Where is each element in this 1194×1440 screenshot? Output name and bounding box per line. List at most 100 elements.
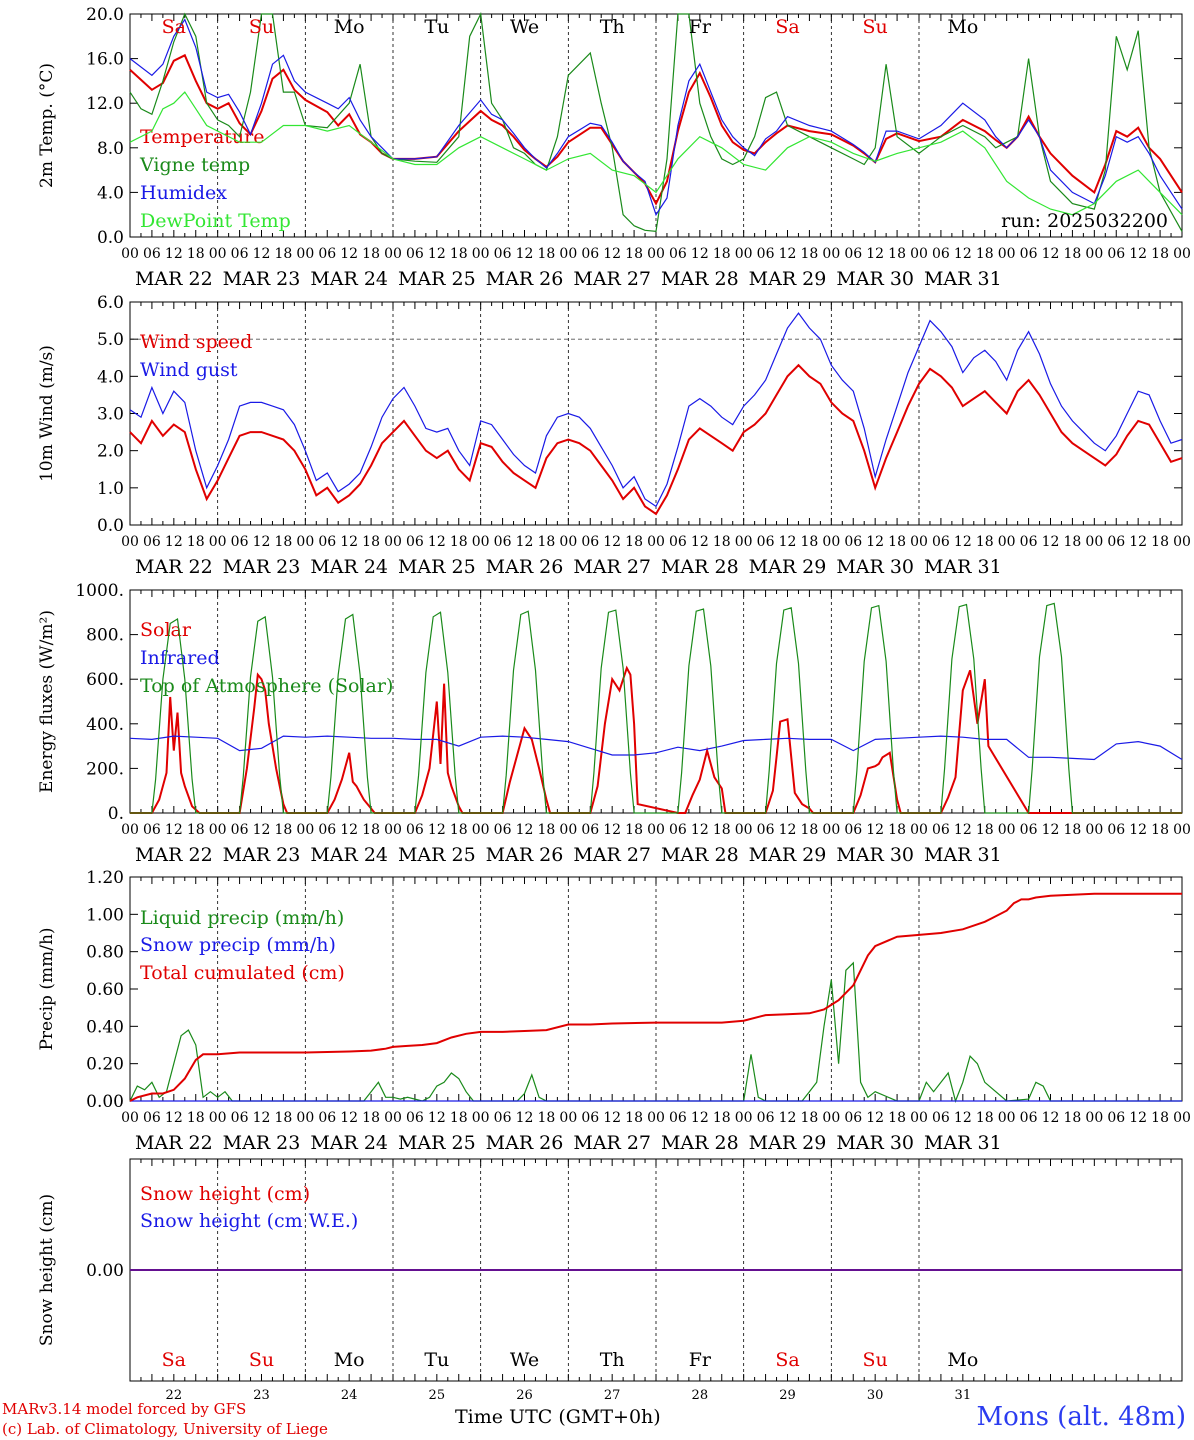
hour-tick-label: 06 (669, 246, 687, 262)
hour-tick-label: 00 (472, 246, 490, 262)
hour-tick-label: 12 (603, 822, 621, 838)
date-label: MAR 31 (924, 1132, 1002, 1154)
hour-tick-label: 18 (1151, 246, 1169, 262)
panel-frame (129, 589, 1183, 814)
y-tick-label: 1000. (75, 581, 124, 601)
hour-tick-label: 00 (559, 246, 577, 262)
hour-tick-label: 12 (253, 1110, 271, 1126)
day-number-label: 26 (516, 1388, 533, 1403)
y-tick-label: 2.0 (97, 442, 124, 462)
legend-entry: Humidex (140, 182, 227, 204)
hour-tick-label: 00 (647, 246, 665, 262)
hour-tick-label: 00 (209, 822, 227, 838)
hour-tick-label: 12 (1042, 246, 1060, 262)
hour-tick-label: 06 (1107, 246, 1125, 262)
hour-tick-label: 06 (669, 822, 687, 838)
day-abbr-label: Th (600, 1349, 625, 1371)
hour-tick-label: 00 (1173, 1110, 1191, 1126)
series-line-dewpoint-temp (129, 91, 1183, 216)
hour-tick-label: 18 (1064, 534, 1082, 550)
hour-tick-label: 18 (625, 246, 643, 262)
day-abbr-label: Su (863, 16, 888, 38)
legend-entry: Liquid precip (mm/h) (140, 907, 344, 929)
legend-entry: Infrared (140, 647, 220, 669)
date-label: MAR 27 (573, 556, 651, 578)
hour-tick-label: 06 (494, 822, 512, 838)
hour-tick-label: 06 (1020, 534, 1038, 550)
y-tick-label: 1.20 (86, 868, 124, 888)
date-label: MAR 22 (135, 556, 213, 578)
hour-tick-label: 12 (691, 1110, 709, 1126)
hour-tick-label: 00 (1085, 246, 1103, 262)
hour-tick-label: 06 (318, 246, 336, 262)
y-axis-label: 10m Wind (m/s) (37, 345, 57, 482)
y-tick-label: 4.0 (97, 183, 124, 203)
hour-tick-label: 00 (559, 822, 577, 838)
hour-tick-label: 06 (932, 534, 950, 550)
date-label: MAR 26 (486, 556, 564, 578)
hour-tick-label: 18 (187, 822, 205, 838)
hour-tick-label: 06 (318, 534, 336, 550)
hour-tick-label: 00 (559, 534, 577, 550)
y-tick-label: 5.0 (97, 330, 124, 350)
hour-tick-label: 18 (362, 822, 380, 838)
day-number-label: 31 (955, 1388, 972, 1403)
hour-tick-label: 18 (362, 534, 380, 550)
hour-tick-label: 06 (1020, 246, 1038, 262)
hour-tick-label: 00 (384, 246, 402, 262)
hour-tick-label: 00 (910, 534, 928, 550)
y-tick-label: 0.0 (97, 228, 124, 248)
hour-tick-label: 12 (954, 246, 972, 262)
series-line-humidex (129, 18, 1183, 217)
hour-tick-label: 12 (340, 822, 358, 838)
legend-entry: Top of Atmosphere (Solar) (140, 675, 393, 697)
hour-tick-label: 18 (713, 1110, 731, 1126)
series-line-total-cumulated-cm- (129, 892, 1182, 1102)
hour-tick-label: 18 (538, 246, 556, 262)
hour-tick-label: 18 (362, 1110, 380, 1126)
day-number-label: 23 (253, 1388, 270, 1403)
hour-tick-label: 18 (275, 822, 293, 838)
hour-tick-label: 00 (910, 246, 928, 262)
day-abbr-label: Su (863, 1349, 888, 1371)
hour-tick-label: 12 (516, 534, 534, 550)
day-abbr-label: Sa (775, 16, 799, 38)
hour-tick-label: 12 (779, 246, 797, 262)
hour-tick-label: 12 (866, 246, 884, 262)
day-abbr-label: Fr (689, 1349, 712, 1371)
hour-tick-label: 12 (691, 534, 709, 550)
legend-entry: Solar (140, 619, 192, 641)
date-label: MAR 26 (486, 268, 564, 290)
hour-tick-label: 06 (143, 534, 161, 550)
hour-tick-label: 06 (932, 822, 950, 838)
hour-tick-label: 18 (888, 246, 906, 262)
date-label: MAR 25 (398, 268, 476, 290)
y-tick-label: 0.20 (86, 1055, 124, 1075)
hour-tick-label: 18 (713, 534, 731, 550)
date-label: MAR 27 (573, 268, 651, 290)
hour-tick-label: 00 (647, 534, 665, 550)
legend-entry: Snow precip (mm/h) (140, 934, 336, 956)
hour-tick-label: 18 (187, 246, 205, 262)
hour-tick-label: 00 (822, 1110, 840, 1126)
date-label: MAR 26 (486, 844, 564, 866)
hour-tick-label: 12 (954, 534, 972, 550)
hour-tick-label: 12 (516, 246, 534, 262)
day-abbr-label: Tu (424, 16, 449, 38)
y-tick-label: 1.0 (97, 479, 124, 499)
hour-tick-label: 06 (494, 246, 512, 262)
y-tick-label: 0.80 (86, 943, 124, 963)
date-label: MAR 30 (836, 844, 914, 866)
legend-entry: Wind gust (140, 359, 238, 381)
legend-entry: Vigne temp (139, 154, 250, 176)
y-tick-label: 0.00 (86, 1261, 124, 1281)
y-tick-label: 1.00 (86, 905, 124, 925)
hour-tick-label: 12 (165, 822, 183, 838)
date-label: MAR 30 (836, 268, 914, 290)
legend-entry: Temperature (140, 126, 264, 148)
day-abbr-label: We (510, 1349, 539, 1371)
date-label: MAR 30 (836, 556, 914, 578)
hour-tick-label: 12 (165, 1110, 183, 1126)
date-label: MAR 24 (310, 556, 388, 578)
hour-tick-label: 12 (516, 822, 534, 838)
